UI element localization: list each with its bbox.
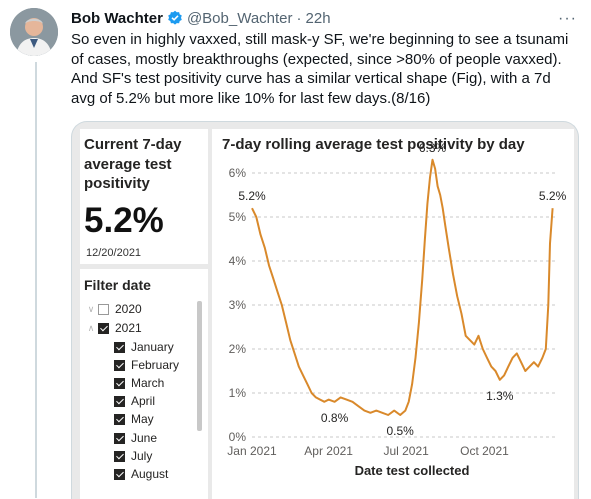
data-label: 1.3%	[486, 389, 514, 403]
chevron-up-icon[interactable]: ∧	[87, 322, 95, 333]
filter-item-label: August	[131, 467, 169, 481]
positivity-chart-panel: 7-day rolling average test positivity by…	[212, 129, 574, 499]
data-label: 6.3%	[419, 141, 447, 155]
checkbox-june[interactable]	[114, 432, 125, 444]
checkbox-august[interactable]	[114, 468, 125, 480]
chevron-down-icon[interactable]: ∨	[87, 303, 95, 314]
checkbox-april[interactable]	[114, 395, 125, 407]
checkbox-march[interactable]	[114, 377, 125, 389]
tweet-timestamp[interactable]: 22h	[305, 9, 331, 27]
filter-item-june[interactable]: June	[114, 429, 157, 447]
filter-item-label: 2021	[115, 321, 142, 335]
x-tick-label: Apr 2021	[304, 444, 353, 458]
x-tick-label: Oct 2021	[460, 444, 509, 458]
filter-item-january[interactable]: January	[114, 338, 174, 356]
checkbox-2020[interactable]	[98, 303, 109, 315]
kpi-title: Current 7-day average test positivity	[84, 136, 182, 192]
filter-item-april[interactable]: April	[114, 392, 155, 410]
y-tick-label: 0%	[229, 430, 247, 444]
filter-item-march[interactable]: March	[114, 374, 164, 392]
y-tick-label: 4%	[229, 254, 247, 268]
x-tick-label: Jan 2021	[227, 444, 277, 458]
checkbox-may[interactable]	[114, 413, 125, 425]
y-tick-label: 3%	[229, 298, 247, 312]
filter-item-label: April	[131, 394, 156, 408]
x-tick-label: Jul 2021	[383, 444, 429, 458]
date-filter-panel: Filter date ∨ 2020 ∧ 2021 January Februa…	[80, 269, 208, 499]
y-tick-label: 2%	[229, 342, 247, 356]
tweet-media-image[interactable]: Current 7-day average test positivity 5.…	[71, 121, 579, 499]
filter-item-label: 2020	[115, 302, 142, 316]
filter-item-label: July	[131, 449, 153, 463]
data-label: 0.8%	[321, 411, 349, 425]
verified-badge-icon	[167, 10, 183, 26]
author-handle[interactable]: @Bob_Wachter	[186, 9, 293, 27]
checkbox-february[interactable]	[114, 359, 125, 371]
x-axis-label: Date test collected	[355, 463, 470, 478]
data-label: 5.2%	[539, 189, 567, 203]
y-tick-label: 6%	[229, 166, 247, 180]
tweet-header: Bob Wachter @Bob_Wachter · 22h	[71, 8, 581, 28]
filter-item-label: February	[131, 358, 180, 372]
positivity-chart: 7-day rolling average test positivity by…	[222, 136, 567, 478]
kpi-value: 5.2%	[84, 201, 164, 240]
filter-item-july[interactable]: July	[114, 447, 152, 465]
chart-title: 7-day rolling average test positivity by…	[222, 136, 525, 153]
kpi-card: Current 7-day average test positivity 5.…	[80, 129, 208, 264]
filter-item-2020[interactable]: ∨ 2020	[84, 300, 142, 318]
data-label: 0.5%	[386, 424, 414, 438]
filter-item-february[interactable]: February	[114, 356, 179, 374]
thread-connector-line	[35, 62, 37, 498]
filter-item-august[interactable]: August	[114, 465, 168, 483]
filter-item-label: June	[131, 431, 158, 445]
y-tick-label: 1%	[229, 386, 247, 400]
tweet-text: So even in highly vaxxed, still mask-y S…	[71, 31, 569, 107]
filter-item-label: March	[131, 376, 165, 390]
filter-item-label: May	[131, 412, 154, 426]
header-separator: ·	[296, 9, 302, 27]
filter-item-label: January	[131, 340, 174, 354]
author-name[interactable]: Bob Wachter	[71, 9, 163, 27]
series-line	[251, 158, 554, 416]
avatar-photo	[10, 8, 58, 56]
kpi-date: 12/20/2021	[86, 247, 142, 259]
filter-scrollbar[interactable]	[197, 301, 202, 431]
y-tick-label: 5%	[229, 210, 247, 224]
data-label: 5.2%	[238, 189, 266, 203]
checkbox-2021[interactable]	[98, 322, 109, 334]
filter-item-may[interactable]: May	[114, 410, 154, 428]
checkbox-july[interactable]	[114, 450, 125, 462]
more-options-icon[interactable]: ···	[558, 10, 577, 27]
checkbox-january[interactable]	[114, 341, 125, 353]
filter-title: Filter date	[84, 277, 151, 293]
filter-item-2021[interactable]: ∧ 2021	[84, 319, 142, 337]
author-avatar[interactable]	[10, 8, 58, 56]
